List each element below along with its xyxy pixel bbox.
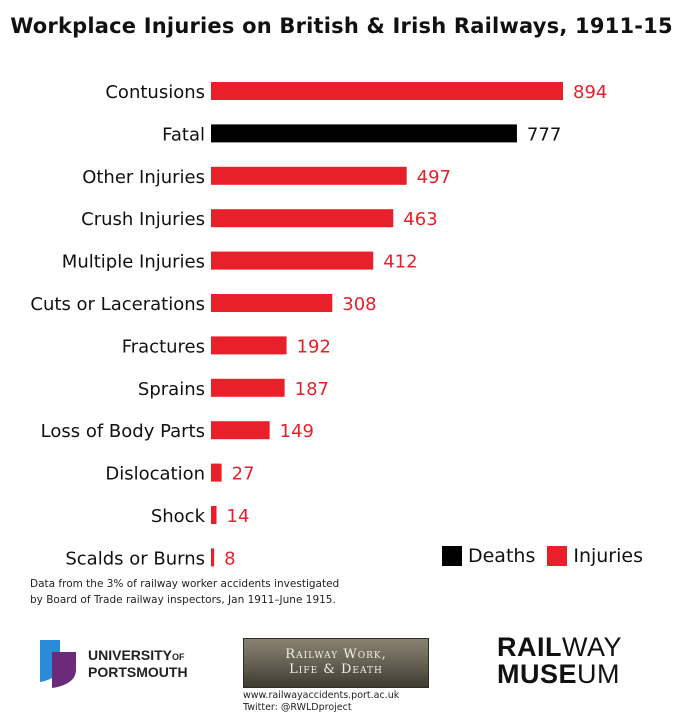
category-label: Fractures xyxy=(122,336,205,357)
legend-item-injuries: Injuries xyxy=(547,545,643,567)
value-label: 497 xyxy=(417,167,451,188)
value-label: 192 xyxy=(297,336,331,357)
value-label: 308 xyxy=(342,294,376,315)
value-label: 27 xyxy=(232,464,255,485)
category-label: Scalds or Burns xyxy=(65,548,205,569)
museum-rail: RAIL xyxy=(497,632,562,662)
bar xyxy=(211,506,217,524)
footnote-line-1: Data from the 3% of railway worker accid… xyxy=(30,578,340,590)
bar xyxy=(211,82,563,100)
museum-way: WAY xyxy=(562,632,622,662)
railway-museum-logo: RAILWAY MUSEUM xyxy=(497,634,622,688)
category-label: Other Injuries xyxy=(82,167,205,188)
category-label: Contusions xyxy=(105,82,205,103)
bar xyxy=(211,209,394,228)
bar xyxy=(211,548,215,567)
footer: UNIVERSITYOF PORTSMOUTH Railway Work, Li… xyxy=(0,630,683,718)
bar-chart: Contusions 894 Fatal 777 Other Injuries 497 Cr… xyxy=(30,82,607,569)
value-label: 149 xyxy=(280,421,314,442)
value-label: 894 xyxy=(573,82,607,103)
rwld-url: www.railwayaccidents.port.ac.uk xyxy=(243,690,400,701)
bar xyxy=(211,463,222,482)
value-label: 14 xyxy=(227,506,250,527)
footnote: Data from the 3% of railway worker accid… xyxy=(30,576,339,608)
uop-line-1: UNIVERSITY xyxy=(88,647,173,663)
value-label: 187 xyxy=(295,379,329,400)
bar xyxy=(211,421,270,440)
rwld-line-1: Railway Work, xyxy=(285,647,387,662)
legend: Deaths Injuries xyxy=(430,545,643,567)
category-label: Sprains xyxy=(138,379,205,400)
museum-muse: MUSE xyxy=(497,659,578,689)
uop-of: OF xyxy=(172,652,185,662)
legend-label-injuries: Injuries xyxy=(573,545,643,567)
bar xyxy=(211,251,374,270)
value-label: 412 xyxy=(383,252,417,273)
railway-work-life-death-logo: Railway Work, Life & Death xyxy=(243,638,429,688)
bar xyxy=(211,336,287,355)
category-label: Multiple Injuries xyxy=(62,252,205,273)
bar xyxy=(211,378,285,397)
legend-label-deaths: Deaths xyxy=(467,545,536,567)
rwld-links: www.railwayaccidents.port.ac.uk Twitter:… xyxy=(243,690,399,714)
rwld-twitter: Twitter: @RWLDproject xyxy=(243,702,352,713)
category-label: Dislocation xyxy=(105,464,205,485)
university-of-portsmouth-logo: UNIVERSITYOF PORTSMOUTH xyxy=(38,638,188,690)
footnote-line-2: by Board of Trade railway inspectors, Ja… xyxy=(30,594,336,606)
value-label: 777 xyxy=(527,124,561,145)
bar xyxy=(211,166,407,185)
uop-line-2: PORTSMOUTH xyxy=(88,664,188,680)
category-label: Loss of Body Parts xyxy=(41,421,205,442)
category-label: Cuts or Lacerations xyxy=(30,294,205,315)
category-label: Shock xyxy=(151,506,206,527)
museum-um: UM xyxy=(577,659,621,689)
category-label: Crush Injuries xyxy=(81,209,205,230)
category-label: Fatal xyxy=(162,124,205,145)
bar xyxy=(211,294,333,312)
legend-swatch-injuries xyxy=(547,546,568,566)
legend-swatch-deaths xyxy=(441,546,462,566)
bar xyxy=(211,124,517,143)
value-label: 463 xyxy=(403,209,437,230)
value-label: 8 xyxy=(224,548,235,569)
portsmouth-shield-icon xyxy=(40,640,76,688)
rwld-line-2: Life & Death xyxy=(289,662,383,677)
chart-title: Workplace Injuries on British & Irish Ra… xyxy=(10,14,673,38)
legend-item-deaths: Deaths xyxy=(441,545,536,567)
